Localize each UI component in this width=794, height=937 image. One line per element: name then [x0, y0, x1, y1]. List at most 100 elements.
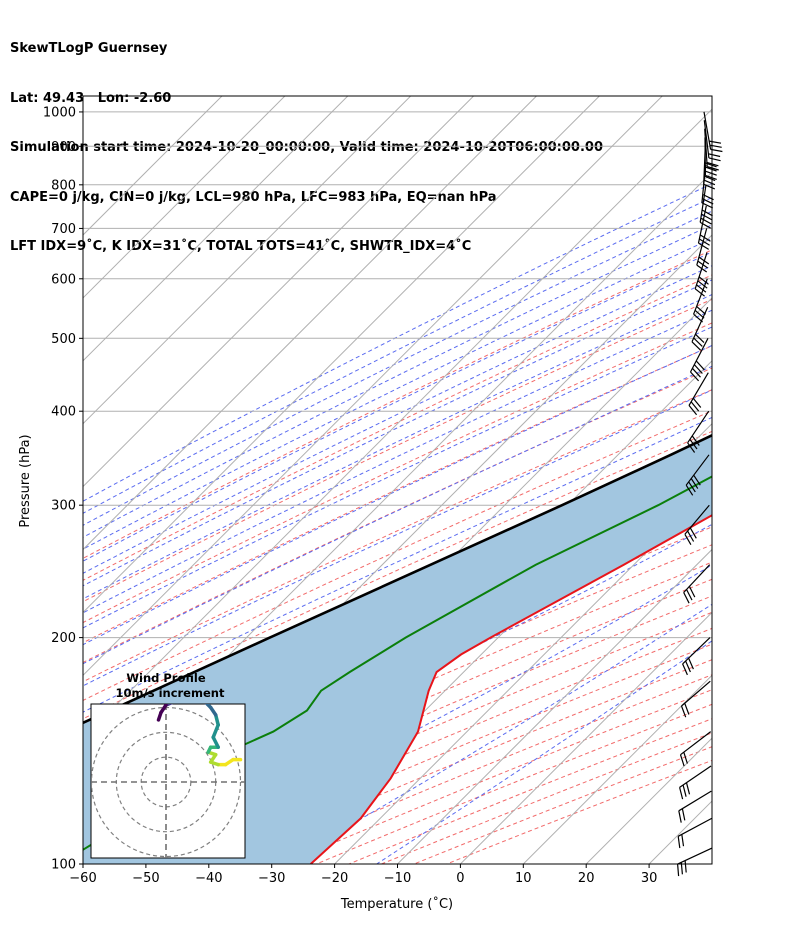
dry-adiabat	[83, 367, 712, 664]
x-tick-label: −10	[384, 871, 411, 886]
isotherm	[83, 96, 664, 677]
dry-adiabat	[83, 249, 712, 559]
y-tick-label: 600	[51, 272, 76, 287]
chart-title: SkewTLogP Guernsey	[10, 41, 168, 56]
dry-adiabat	[380, 732, 712, 864]
x-tick-label: −40	[195, 871, 222, 886]
isotherm	[83, 96, 475, 488]
isotherm	[83, 96, 286, 299]
moist-adiabat	[83, 196, 712, 514]
wind-barb	[683, 564, 711, 604]
hodograph-inset: Wind Profile 10m/s increment	[90, 671, 246, 859]
x-tick-label: 30	[641, 871, 658, 886]
y-axis-label: Pressure (hPa)	[18, 434, 33, 527]
hodograph-subtitle: 10m/s increment	[116, 686, 225, 700]
x-tick-label: −20	[321, 871, 348, 886]
stability-indices-line: LFT IDX=9˚C, K IDX=31˚C, TOTAL TOTS=41˚C…	[10, 239, 472, 254]
y-tick-label: 200	[51, 631, 76, 646]
wind-barb	[691, 306, 709, 351]
wind-barb	[694, 252, 709, 297]
dry-adiabat	[83, 274, 712, 581]
wind-barb	[699, 184, 713, 229]
isobar-grid	[83, 111, 712, 864]
moist-adiabat	[83, 309, 712, 614]
dry-adiabat	[83, 389, 712, 683]
y-tick-label: 500	[51, 332, 76, 347]
x-tick-label: −60	[69, 871, 96, 886]
isotherm	[83, 96, 538, 551]
wind-barb	[687, 410, 710, 453]
moist-adiabat	[83, 210, 712, 526]
isotherm	[522, 674, 712, 864]
wind-barb	[677, 847, 713, 877]
isotherm	[83, 96, 412, 425]
temperature-line	[310, 514, 712, 864]
isotherm-grid	[83, 96, 712, 864]
wind-barb	[689, 338, 709, 382]
isotherm	[333, 485, 712, 864]
wind-barb	[678, 790, 712, 823]
y-tick-label: 1000	[43, 105, 76, 120]
dry-adiabat	[83, 345, 712, 644]
parcel-profile-line	[83, 433, 712, 725]
moist-adiabat	[83, 294, 712, 600]
isotherm	[83, 108, 712, 739]
moist-adiabat	[83, 365, 712, 665]
isotherm	[83, 96, 223, 236]
wind-barb	[682, 637, 711, 676]
wind-barb	[679, 731, 712, 767]
y-tick-label: 300	[51, 499, 76, 514]
sounding-profiles	[83, 433, 712, 864]
wind-barb	[677, 817, 712, 849]
y-tick-label: 100	[51, 858, 76, 873]
moist-adiabat	[376, 640, 712, 864]
hodograph-segment	[164, 704, 174, 707]
wind-barb	[680, 680, 711, 718]
time-line: Simulation start time: 2024-10-20_00:00:…	[10, 140, 603, 155]
chart-header: SkewTLogP Guernsey Lat: 49.43 Lon: -2.60…	[10, 8, 603, 272]
x-tick-label: −30	[258, 871, 285, 886]
wind-barb	[685, 454, 710, 496]
x-tick-label: 20	[578, 871, 595, 886]
isotherm	[83, 96, 349, 362]
wind-barb	[688, 372, 709, 416]
hodograph-segment	[204, 704, 213, 710]
wind-barb	[679, 765, 712, 800]
y-tick-label: 800	[51, 178, 76, 193]
x-axis-label: Temperature (˚C)	[340, 896, 453, 912]
wind-barb	[684, 504, 710, 545]
x-tick-label: 0	[456, 871, 464, 886]
moist-adiabat	[83, 523, 712, 833]
mixing-ratio-line	[725, 93, 794, 338]
wind-barbs	[677, 111, 723, 877]
x-tick-label: −50	[132, 871, 159, 886]
mixing-ratio-lines	[725, 93, 794, 338]
y-tick-label: 400	[51, 405, 76, 420]
x-tick-label: 10	[515, 871, 532, 886]
isotherm	[83, 96, 601, 614]
isotherm	[459, 611, 712, 864]
moist-adiabat	[83, 237, 712, 550]
y-tick-label: 900	[51, 140, 76, 155]
y-tick-label: 700	[51, 222, 76, 237]
moist-adiabats	[83, 183, 712, 864]
hodograph-frame	[90, 703, 246, 859]
isotherm	[396, 548, 712, 864]
convective-params-line: CAPE=0 j/kg, CIN=0 j/kg, LCL=980 hPa, LF…	[10, 189, 497, 205]
x-axis: −60 −50 −40 −30 −20 −10 0 10 20 30	[69, 864, 657, 886]
wind-barb	[704, 128, 719, 171]
moist-adiabat	[83, 326, 712, 629]
moist-adiabat	[83, 251, 712, 562]
hodograph-segment	[211, 735, 220, 749]
wind-barb	[703, 111, 723, 153]
hodograph-segment	[211, 723, 220, 740]
moist-adiabat	[83, 416, 712, 713]
wind-barb	[697, 205, 711, 250]
isotherm	[585, 737, 712, 864]
hodograph-title: Wind Profile	[126, 671, 206, 685]
y-axis: 100 200 300 400 500 600 700 800 900 1000	[43, 105, 83, 873]
hodograph-segment	[156, 710, 163, 722]
location-line: Lat: 49.43 Lon: -2.60	[10, 90, 172, 106]
dewpoint-line	[83, 475, 712, 851]
